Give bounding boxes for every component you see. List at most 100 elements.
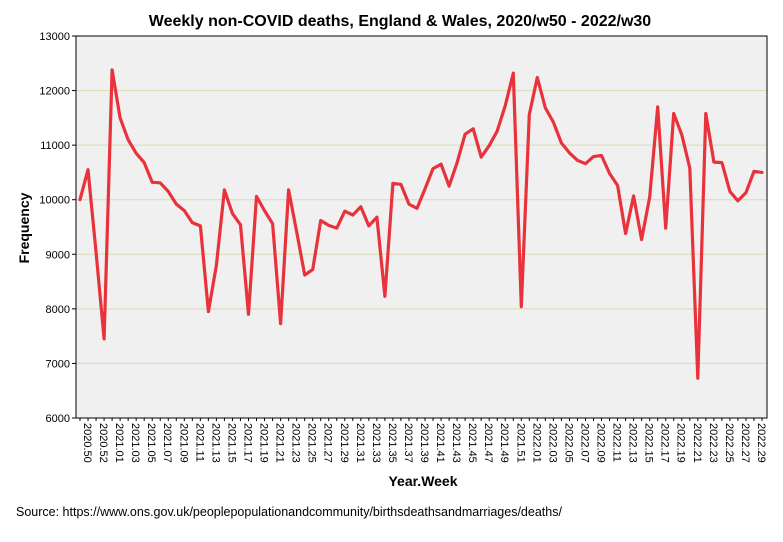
data-point — [705, 112, 707, 115]
x-tick-label: 2021.23 — [290, 423, 302, 463]
y-tick-label: 13000 — [39, 31, 70, 43]
data-point — [536, 76, 539, 79]
data-point — [440, 163, 442, 166]
data-point — [504, 105, 507, 107]
data-point — [648, 196, 651, 198]
data-point — [335, 227, 338, 229]
y-tick-label: 9000 — [46, 249, 70, 261]
data-point — [656, 106, 659, 108]
x-tick-label: 2022.19 — [675, 423, 687, 463]
chart-title: Weekly non-COVID deaths, England & Wales… — [149, 13, 652, 30]
data-point — [287, 189, 290, 191]
x-tick-label: 2022.01 — [530, 423, 542, 463]
plot-area — [76, 36, 767, 418]
y-axis-label: Frequency — [16, 192, 32, 263]
data-point — [95, 250, 97, 253]
data-point — [608, 172, 611, 175]
data-point — [167, 190, 170, 193]
x-tick-label: 2020.50 — [81, 423, 93, 463]
x-tick-label: 2022.09 — [595, 423, 607, 463]
data-point — [352, 214, 354, 216]
data-point — [207, 310, 210, 313]
data-point — [183, 209, 186, 212]
data-point — [688, 167, 691, 169]
data-point — [79, 198, 81, 201]
data-point — [400, 183, 402, 186]
x-tick-label: 2021.35 — [386, 423, 398, 463]
data-point — [175, 203, 178, 205]
data-point — [464, 133, 466, 136]
data-point — [376, 216, 378, 218]
data-point — [640, 238, 643, 241]
data-point — [215, 264, 218, 267]
y-tick-label: 10000 — [39, 195, 70, 207]
x-axis-label: Year.Week — [388, 473, 457, 489]
x-tick-label: 2022.23 — [707, 423, 719, 463]
data-point — [408, 203, 410, 205]
x-tick-label: 2021.41 — [434, 423, 446, 463]
x-tick-label: 2021.03 — [129, 423, 141, 463]
data-point — [263, 209, 266, 212]
x-tick-label: 2021.01 — [113, 423, 125, 463]
data-point — [664, 227, 667, 229]
y-tick-label: 12000 — [39, 86, 70, 98]
data-point — [624, 232, 627, 235]
data-point — [119, 117, 121, 119]
data-point — [713, 161, 715, 163]
data-point — [360, 206, 362, 208]
x-tick-label: 2022.27 — [739, 423, 751, 463]
x-tick-label: 2021.07 — [161, 423, 173, 463]
data-point — [745, 191, 747, 194]
data-point — [368, 225, 370, 227]
data-point — [448, 185, 450, 187]
data-point — [488, 144, 491, 147]
data-point — [111, 69, 113, 71]
data-point — [472, 127, 474, 130]
x-tick-label: 2022.11 — [611, 423, 623, 462]
data-point — [512, 72, 515, 74]
data-point — [303, 274, 306, 276]
data-point — [737, 200, 739, 202]
data-point — [672, 112, 675, 115]
y-tick-label: 11000 — [40, 140, 70, 152]
data-point — [343, 210, 346, 212]
x-tick-label: 2022.15 — [643, 423, 655, 463]
data-point — [384, 295, 386, 298]
data-point — [255, 195, 258, 198]
x-tick-label: 2021.49 — [498, 423, 510, 463]
data-point — [392, 182, 394, 185]
data-point — [729, 190, 731, 193]
data-point — [319, 219, 322, 222]
y-tick-label: 8000 — [46, 304, 70, 316]
data-point — [576, 159, 579, 162]
x-tick-label: 2021.43 — [450, 423, 462, 463]
x-tick-label: 2022.03 — [546, 423, 558, 463]
data-point — [496, 130, 499, 132]
series-line — [78, 68, 764, 380]
data-point — [721, 161, 723, 164]
data-point — [616, 184, 619, 187]
data-point — [247, 313, 250, 316]
x-tick-label: 2021.11 — [193, 423, 205, 462]
data-point — [199, 225, 202, 227]
data-point — [552, 121, 555, 124]
x-tick-label: 2022.07 — [578, 423, 590, 463]
data-point — [544, 107, 547, 109]
data-point — [159, 181, 162, 184]
x-tick-label: 2020.52 — [97, 423, 109, 463]
data-point — [416, 207, 418, 210]
x-tick-label: 2021.37 — [402, 423, 414, 463]
data-point — [151, 181, 154, 184]
x-tick-label: 2021.27 — [322, 423, 334, 463]
data-point — [456, 161, 458, 164]
data-point — [761, 171, 763, 174]
data-point — [327, 224, 330, 227]
data-point — [592, 155, 595, 158]
data-point — [239, 224, 242, 226]
x-tick-label: 2021.47 — [482, 423, 494, 463]
x-tick-label: 2022.05 — [562, 423, 574, 463]
data-point — [568, 151, 571, 154]
data-point — [480, 156, 482, 158]
